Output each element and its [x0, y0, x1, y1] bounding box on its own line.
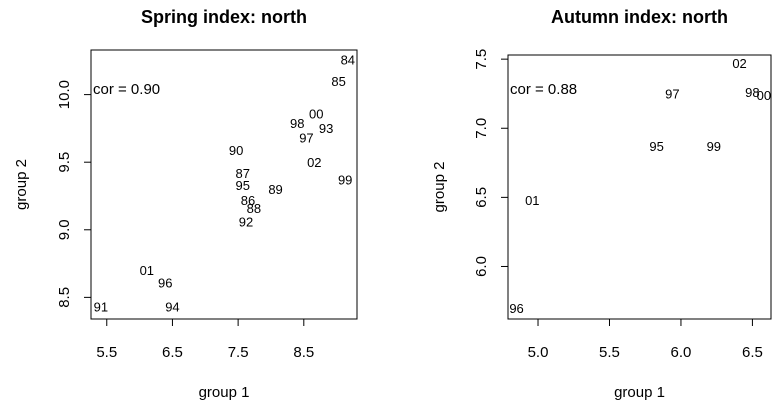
y-axis-label: group 2: [13, 159, 30, 210]
x-axis-label: group 1: [199, 384, 250, 401]
point-label: 02: [732, 56, 746, 71]
point-label: 94: [165, 300, 179, 315]
point-label: 01: [525, 193, 539, 208]
point-label: 87: [235, 166, 249, 181]
point-label: 97: [299, 131, 313, 146]
point-label: 93: [319, 121, 333, 136]
point-label: 00: [757, 88, 771, 103]
y-tick-label: 9.0: [56, 219, 73, 240]
x-tick-label: 8.5: [293, 344, 314, 361]
x-tick-label: 6.0: [671, 344, 692, 361]
x-tick-label: 5.0: [528, 344, 549, 361]
point-label: 00: [309, 106, 323, 121]
point-label: 99: [707, 139, 721, 154]
point-label: 91: [94, 300, 108, 315]
point-label: 89: [268, 182, 282, 197]
point-label: 02: [307, 155, 321, 170]
x-tick-label: 6.5: [742, 344, 763, 361]
point-label: 95: [649, 139, 663, 154]
chart-title: Spring index: north: [141, 7, 307, 27]
point-label: 90: [229, 143, 243, 158]
point-label: 01: [140, 263, 154, 278]
x-axis-label: group 1: [614, 384, 665, 401]
y-tick-label: 6.5: [473, 187, 490, 208]
point-label: 96: [158, 275, 172, 290]
y-tick-label: 7.0: [473, 118, 490, 139]
chart-title: Autumn index: north: [551, 7, 728, 27]
annotation: cor = 0.90: [93, 81, 160, 98]
x-tick-label: 7.5: [228, 344, 249, 361]
y-axis-label: group 2: [431, 162, 448, 213]
point-label: 84: [341, 52, 355, 67]
y-tick-label: 6.0: [473, 256, 490, 277]
y-tick-label: 7.5: [473, 49, 490, 70]
annotation: cor = 0.88: [510, 81, 577, 98]
point-label: 98: [745, 85, 759, 100]
point-label: 86: [241, 193, 255, 208]
point-label: 85: [331, 74, 345, 89]
point-label: 99: [338, 173, 352, 188]
point-label: 95: [235, 178, 249, 193]
x-tick-label: 5.5: [96, 344, 117, 361]
point-label: 88: [247, 201, 261, 216]
point-label: 98: [290, 116, 304, 131]
y-tick-label: 8.5: [56, 287, 73, 308]
point-label: 97: [665, 87, 679, 102]
x-tick-label: 5.5: [599, 344, 620, 361]
x-tick-label: 6.5: [162, 344, 183, 361]
point-label: 92: [239, 214, 253, 229]
y-tick-label: 10.0: [56, 80, 73, 109]
y-tick-label: 9.5: [56, 152, 73, 173]
point-label: 96: [509, 301, 523, 316]
